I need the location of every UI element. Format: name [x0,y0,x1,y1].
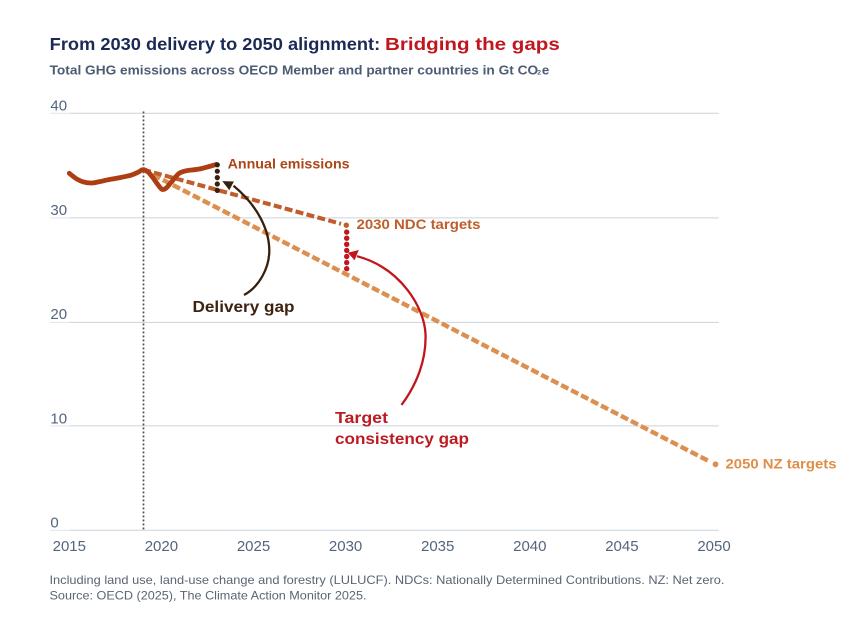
svg-text:e: e [542,63,549,78]
svg-text:2050: 2050 [697,538,730,555]
svg-text:From 2030 delivery to 2050 ali: From 2030 delivery to 2050 alignment: [50,34,381,54]
svg-text:2050 NZ targets: 2050 NZ targets [726,456,837,471]
svg-text:2: 2 [537,70,541,77]
svg-text:Bridging the gaps: Bridging the gaps [385,34,560,54]
svg-text:Including land use, land-use c: Including land use, land-use change and … [50,573,725,587]
svg-text:40: 40 [50,97,67,114]
svg-text:2030: 2030 [329,538,362,555]
svg-text:30: 30 [50,202,67,219]
svg-text:Total GHG emissions across OEC: Total GHG emissions across OECD Member a… [50,63,539,78]
svg-text:Annual emissions: Annual emissions [228,157,350,172]
svg-text:Source: OECD (2025), The Clima: Source: OECD (2025), The Climate Action … [50,589,367,603]
svg-text:2020: 2020 [145,538,178,555]
svg-text:2025: 2025 [237,538,270,555]
svg-text:20: 20 [50,306,67,323]
svg-text:Target: Target [335,410,388,427]
svg-text:0: 0 [50,515,58,532]
svg-text:Delivery gap: Delivery gap [193,299,295,316]
svg-text:2040: 2040 [513,538,546,555]
svg-text:2030 NDC targets: 2030 NDC targets [357,217,481,232]
svg-text:2045: 2045 [605,538,638,555]
svg-text:consistency gap: consistency gap [335,431,469,448]
svg-text:2035: 2035 [421,538,454,555]
svg-text:10: 10 [50,411,67,428]
svg-text:2015: 2015 [53,538,86,555]
